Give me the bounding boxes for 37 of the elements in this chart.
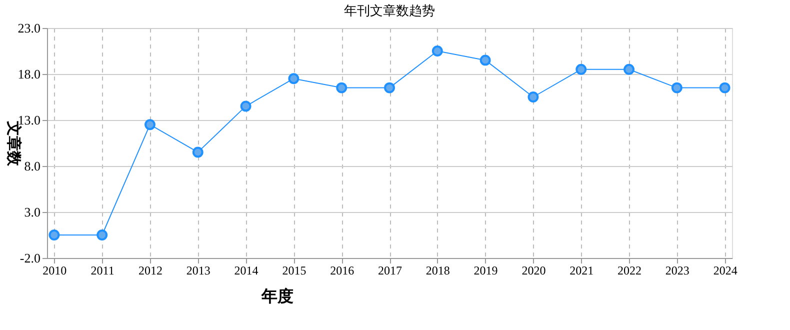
point xyxy=(144,119,156,130)
point xyxy=(719,82,730,94)
point xyxy=(48,230,60,240)
x-tick-label: 2012 xyxy=(138,264,162,278)
point xyxy=(96,230,108,240)
point xyxy=(671,82,682,94)
x-axis-title: 年度 xyxy=(260,286,294,306)
point xyxy=(432,46,443,56)
x-tick-label: 2014 xyxy=(234,264,258,278)
point xyxy=(336,82,348,94)
x-tick-label: 2019 xyxy=(474,264,498,278)
point xyxy=(240,100,252,112)
x-tick-label: 2015 xyxy=(282,264,306,278)
x-tick-label: 2020 xyxy=(522,264,546,278)
y-tick-label: 8.0 xyxy=(24,158,40,174)
x-tick-label: 2013 xyxy=(186,264,210,278)
x-tick-label: 2021 xyxy=(570,264,594,278)
x-tick-label: 2018 xyxy=(426,264,450,278)
x-tick-label: 2023 xyxy=(665,264,690,278)
x-tick-label: 2024 xyxy=(713,264,738,278)
y-tick-label: -2.0 xyxy=(20,250,40,266)
point xyxy=(384,82,395,94)
x-tick-label: 2022 xyxy=(618,264,642,278)
y-tick-label: 23.0 xyxy=(18,20,40,36)
point xyxy=(288,73,300,84)
x-tick-label: 2017 xyxy=(378,264,402,278)
y-tick-label: 3.0 xyxy=(24,204,40,220)
x-tick-label: 2010 xyxy=(42,264,67,278)
point xyxy=(624,64,634,75)
point xyxy=(528,92,539,102)
point xyxy=(576,64,587,75)
point xyxy=(192,146,204,158)
chart-title: 年刊文章数趋势 xyxy=(344,3,435,18)
y-tick-label: 18.0 xyxy=(18,66,40,82)
x-tick-label: 2011 xyxy=(90,264,114,278)
x-tick-label: 2016 xyxy=(330,264,354,278)
point xyxy=(480,54,491,66)
